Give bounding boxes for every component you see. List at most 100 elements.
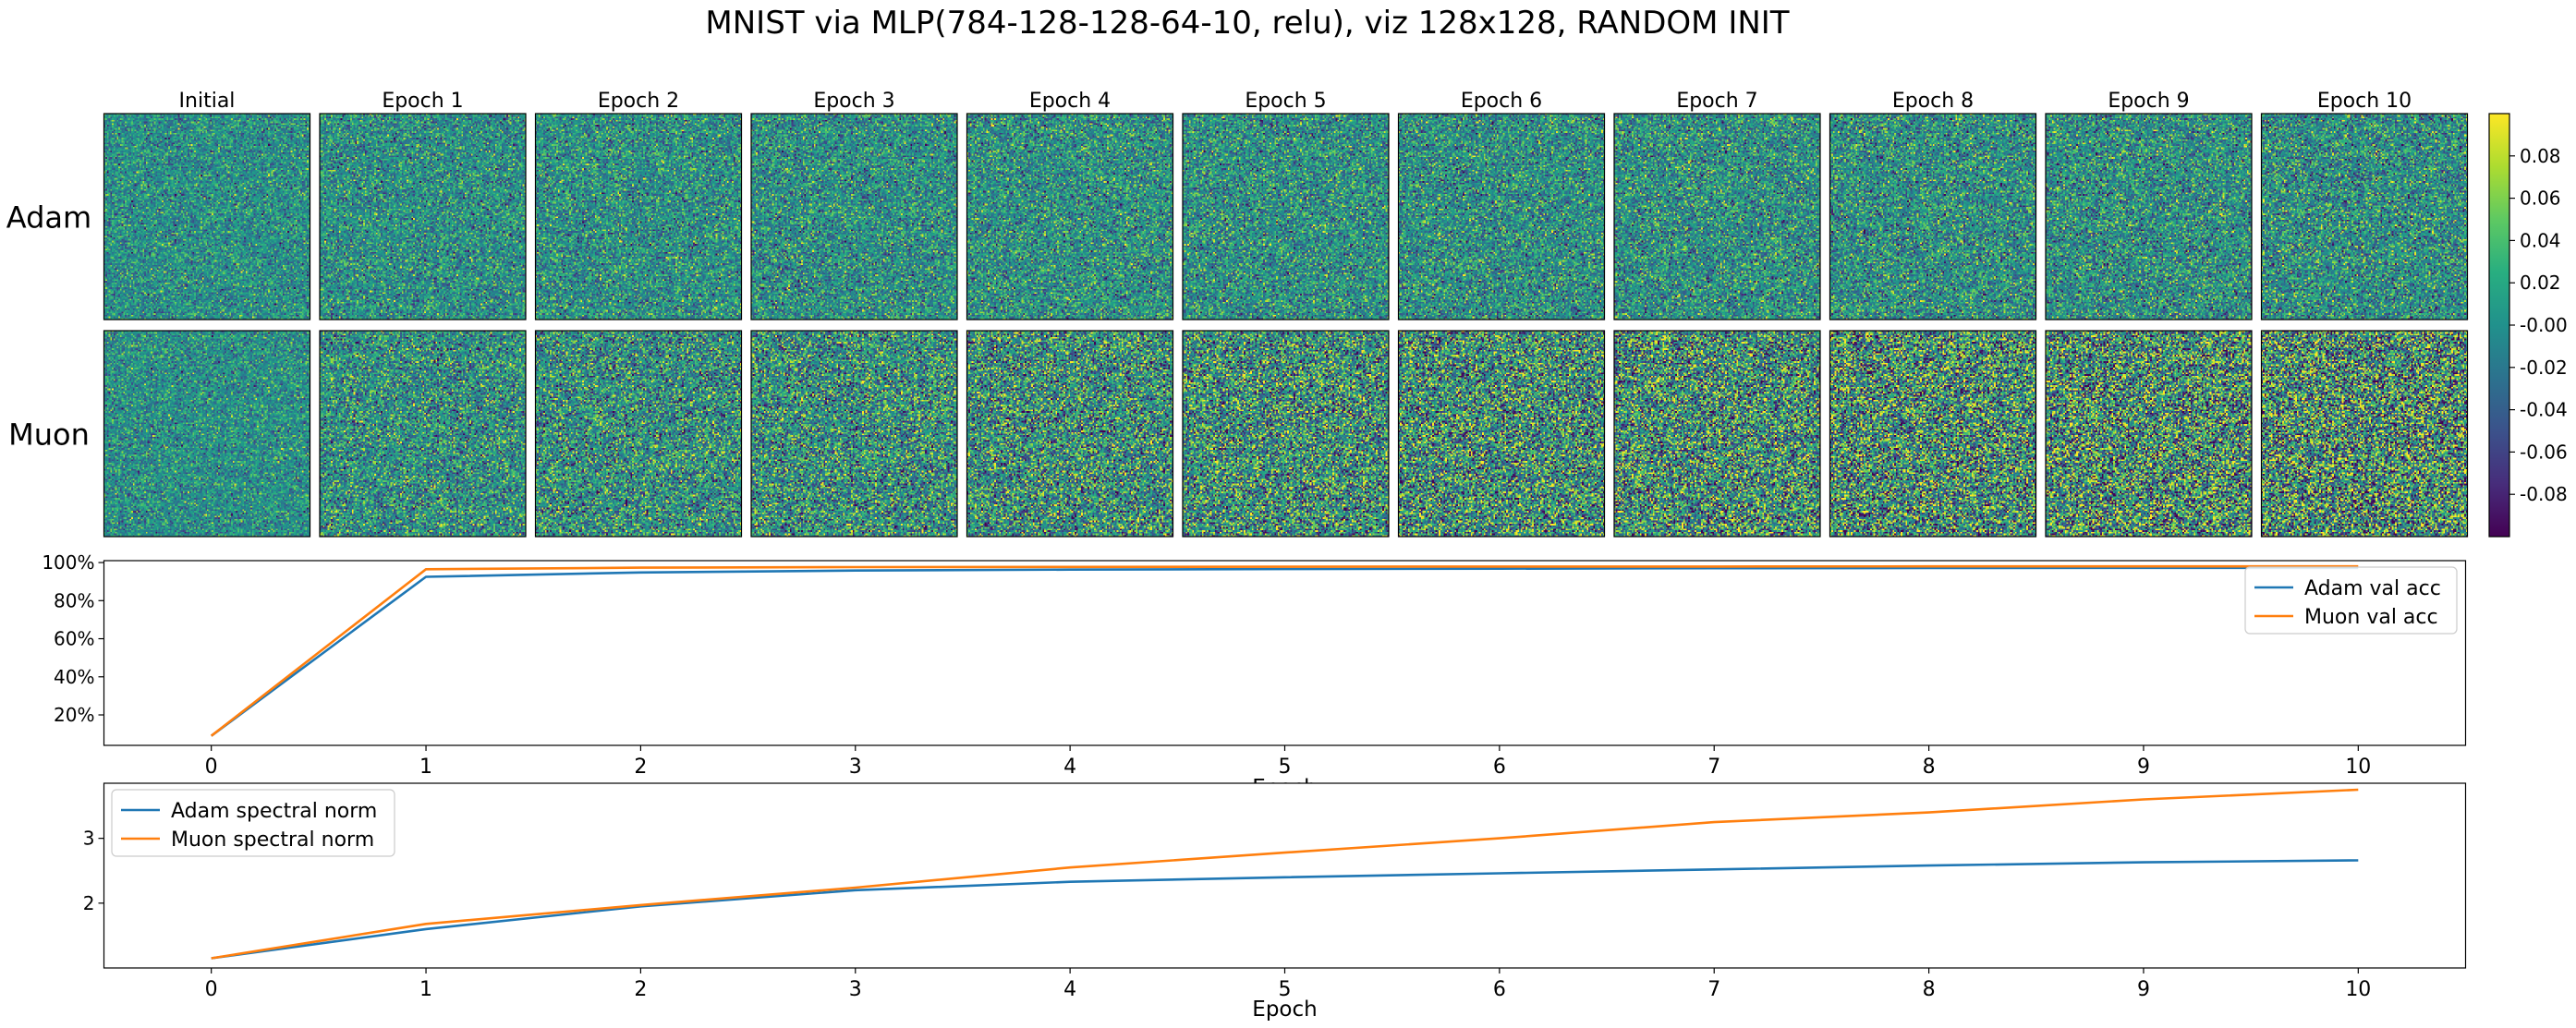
heatmap-panel [320,114,526,320]
colorbar-tick-label: -0.04 [2520,399,2568,421]
legend-box [111,789,395,857]
colorbar-tick-label: -0.02 [2520,357,2568,379]
figure-title: MNIST via MLP(784-128-128-64-10, relu), … [705,5,1789,42]
x-tick-label: 4 [1063,756,1076,779]
column-title: Initial [179,90,236,113]
heatmap-frame [750,113,958,320]
heatmap-frame [534,113,743,320]
x-tick-label: 5 [1279,978,1292,1001]
legend-label: Adam val acc [2304,577,2441,600]
column-title: Epoch 1 [382,90,463,113]
column-title: Epoch 8 [1892,90,1974,113]
colorbar-tick-label: 0.02 [2520,272,2561,294]
x-tick-label: 0 [205,978,218,1001]
heatmap-frame [966,113,1174,320]
x-tick-label: 4 [1063,978,1076,1001]
heatmap-panel [1398,114,1605,320]
y-tick-label: 3 [83,828,95,850]
heatmap-panel [535,331,742,537]
legend-box [2244,566,2458,635]
y-tick-label: 20% [54,704,94,726]
heatmap-panel [103,331,310,537]
colorbar-gradient [2488,113,2510,538]
heatmap-panel [751,114,957,320]
x-tick-label: 8 [1923,978,1936,1001]
plot-frame [103,560,2467,746]
x-tick-label: 3 [849,756,862,779]
heatmap-frame [1182,113,1390,320]
x-tick-label: 7 [1707,978,1720,1001]
column-title: Epoch 2 [598,90,679,113]
x-tick-label: 6 [1493,978,1506,1001]
heatmap-panel [1614,331,1820,537]
x-tick-label: 6 [1493,756,1506,779]
heatmap-frame [2260,330,2469,538]
heatmap-frame [1397,330,1606,538]
colorbar-tick-label: 0.08 [2520,145,2561,167]
series-line [211,788,2359,960]
legend-label: Adam spectral norm [171,800,377,823]
colorbar-tick-label: 0.04 [2520,229,2561,251]
y-tick-label: 100% [42,551,94,574]
heatmap-panel [2046,114,2252,320]
heatmap-frame [103,330,311,538]
column-title: Epoch 6 [1461,90,1542,113]
heatmap-frame [1829,113,2037,320]
heatmap-panel [966,114,1173,320]
x-tick-label: 3 [849,978,862,1001]
heatmap-frame [319,330,527,538]
column-title: Epoch 7 [1676,90,1757,113]
x-tick-label: 2 [634,756,647,779]
heatmap-frame [750,330,958,538]
column-title: Epoch 4 [1029,90,1111,113]
heatmap-frame [1829,330,2037,538]
x-tick-label: 10 [2345,978,2371,1001]
heatmap-frame [534,330,743,538]
heatmap-panel [966,331,1173,537]
column-title: Epoch 3 [813,90,894,113]
legend-label: Muon val acc [2304,606,2438,629]
colorbar-tick-label: -0.06 [2520,441,2568,463]
heatmap-frame [966,330,1174,538]
heatmap-panel [1614,114,1820,320]
x-tick-label: 10 [2345,756,2371,779]
heatmap-frame [2260,113,2469,320]
heatmap-grid: Initial Epoch 1 Epoch 2 Epoch 3 Epoch 4 Epoch… [6,90,2469,538]
x-tick-label: 9 [2137,978,2150,1001]
legend-label: Muon spectral norm [171,828,374,852]
x-tick-label: 1 [419,756,432,779]
column-title: Epoch 10 [2317,90,2412,113]
x-axis-label: Epoch [1252,998,1317,1022]
heatmap-panel [1829,331,2036,537]
heatmap-panel [535,114,742,320]
x-tick-label: 9 [2137,756,2150,779]
series-line [210,564,2359,737]
x-tick-label: 1 [419,978,432,1001]
colorbar-tick-label: -0.08 [2520,483,2568,505]
heatmap-frame [2045,330,2253,538]
plot-frame [103,782,2467,969]
y-tick-label: 80% [54,589,94,611]
series-line [210,566,2359,737]
heatmap-panel [1829,114,2036,320]
heatmap-panel [2261,331,2468,537]
series-line [211,859,2359,960]
heatmap-panel [2046,331,2252,537]
x-tick-label: 5 [1279,756,1292,779]
spectral-norm-chart: 2 3 0 1 2 3 4 5 6 7 8 9 10 Epoch Adam spectral norm Muo… [83,782,2467,1022]
heatmap-frame [1613,330,1821,538]
heatmap-panel [320,331,526,537]
y-tick-label: 40% [54,666,94,688]
y-tick-label: 2 [83,892,95,914]
heatmap-panel [1183,114,1389,320]
heatmap-panel [1398,331,1605,537]
x-tick-label: 2 [634,978,647,1001]
column-title: Epoch 5 [1245,90,1326,113]
column-title: Epoch 9 [2108,90,2189,113]
heatmap-frame [319,113,527,320]
x-tick-label: 7 [1707,756,1720,779]
colorbar-tick-label: 0.06 [2520,187,2561,210]
colorbar-tick-label: -0.00 [2520,314,2568,336]
